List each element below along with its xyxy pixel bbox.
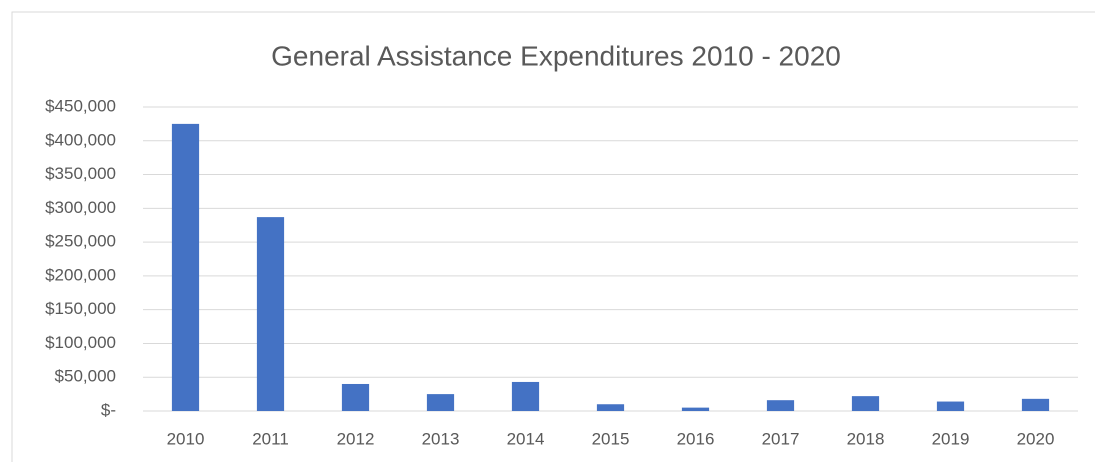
x-tick-label: 2011: [252, 429, 289, 448]
bar: [426, 394, 455, 411]
y-tick-label: $350,000: [45, 164, 116, 183]
bar: [681, 407, 710, 411]
y-tick-label: $50,000: [55, 367, 116, 386]
bar: [171, 123, 200, 411]
x-tick-label: 2013: [422, 429, 460, 448]
x-tick-label: 2016: [677, 429, 715, 448]
bar: [766, 400, 795, 411]
chart-title: General Assistance Expenditures 2010 - 2…: [271, 40, 841, 71]
y-tick-label: $400,000: [45, 130, 116, 149]
y-tick-label: $450,000: [45, 96, 116, 115]
y-tick-label: $100,000: [45, 333, 116, 352]
bar: [511, 381, 540, 411]
bar: [256, 217, 285, 411]
y-tick-label: $-: [101, 400, 116, 419]
x-tick-label: 2017: [762, 429, 800, 448]
chart-frame: [11, 11, 1095, 462]
y-tick-label: $300,000: [45, 198, 116, 217]
bar: [851, 396, 880, 411]
x-tick-label: 2014: [507, 429, 545, 448]
x-tick-label: 2018: [847, 429, 885, 448]
bar: [936, 401, 965, 411]
x-tick-label: 2015: [592, 429, 630, 448]
x-tick-label: 2012: [337, 429, 375, 448]
x-tick-label: 2010: [167, 429, 205, 448]
y-tick-label: $200,000: [45, 265, 116, 284]
x-tick-label: 2019: [932, 429, 970, 448]
bar: [341, 383, 370, 411]
bar: [1021, 398, 1050, 411]
x-tick-label: 2020: [1017, 429, 1055, 448]
y-tick-label: $150,000: [45, 299, 116, 318]
bar: [596, 404, 625, 411]
y-tick-label: $250,000: [45, 232, 116, 251]
